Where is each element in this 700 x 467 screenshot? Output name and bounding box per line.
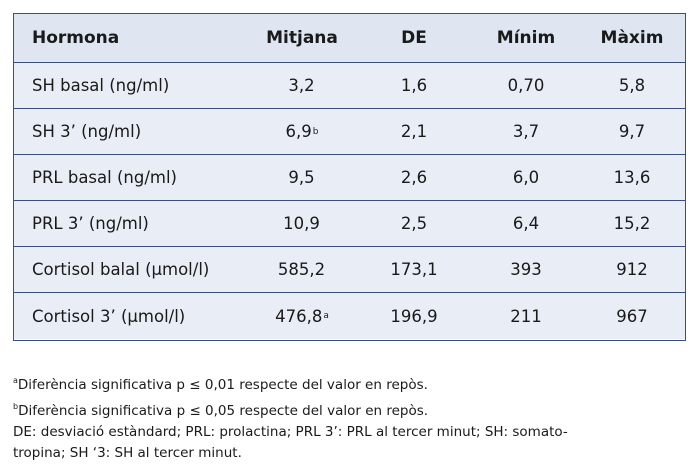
- footnote-a-text: Diferència significativa p ≤ 0,01 respec…: [17, 377, 428, 393]
- mean-number: 585,2: [277, 260, 326, 279]
- table-row: Cortisol 3’ (μmol/l) 476,8 a 196,9 211 96…: [14, 292, 685, 339]
- hormone-label: SH 3’ (ng/ml): [32, 122, 142, 141]
- max-value: 5,8: [618, 76, 646, 95]
- min-value: 6,0: [512, 168, 540, 187]
- table-footnotes: aDiferència significativa p ≤ 0,01 respe…: [13, 370, 688, 464]
- abbreviations-note-cont: tropina; SH ‘3: SH al tercer minut.: [13, 445, 242, 461]
- table-header-row: Hormona Mitjana DE Mínim Màxim: [14, 14, 685, 62]
- header-minim: Mínim: [496, 28, 556, 48]
- max-value: 15,2: [613, 214, 651, 233]
- header-mitjana: Mitjana: [266, 28, 338, 48]
- footnote-a-mark: a: [13, 376, 18, 385]
- mean-value: 9,5: [242, 155, 362, 200]
- mean-number: 6,9: [285, 122, 312, 141]
- table-row: SH 3’ (ng/ml) 6,9 b 2,1 3,7 9,7: [14, 108, 685, 154]
- table-row: PRL basal (ng/ml) 9,5 2,6 6,0 13,6: [14, 154, 685, 200]
- mean-value: 10,9: [242, 201, 362, 246]
- sd-value: 196,9: [390, 306, 438, 326]
- hormone-label: Cortisol balal (μmol/l): [32, 260, 210, 279]
- sd-value: 2,1: [400, 122, 428, 141]
- sd-value: 2,6: [400, 168, 428, 187]
- min-value: 211: [510, 306, 542, 326]
- max-value: 9,7: [618, 122, 646, 141]
- significance-mark: a: [323, 311, 329, 321]
- mean-number: 10,9: [283, 214, 320, 233]
- mean-value: 3,2: [242, 63, 362, 108]
- mean-value: 585,2: [242, 247, 362, 292]
- hormone-label: PRL basal (ng/ml): [32, 168, 177, 187]
- min-value: 3,7: [512, 122, 540, 141]
- footnote-b-text: Diferència significativa p ≤ 0,05 respec…: [18, 403, 429, 419]
- hormone-label: SH basal (ng/ml): [32, 76, 170, 95]
- sd-value: 1,6: [400, 76, 428, 95]
- max-value: 967: [616, 306, 648, 326]
- mean-number: 476,8: [275, 306, 323, 326]
- header-maxim: Màxim: [600, 28, 664, 48]
- min-value: 0,70: [507, 76, 545, 95]
- significance-mark: b: [312, 126, 319, 137]
- table-row: Cortisol balal (μmol/l) 585,2 173,1 393 …: [14, 246, 685, 292]
- max-value: 912: [616, 260, 648, 279]
- mean-value: 6,9 b: [242, 109, 362, 154]
- min-value: 393: [510, 260, 542, 279]
- mean-number: 3,2: [288, 76, 315, 95]
- hormone-table: Hormona Mitjana DE Mínim Màxim SH basal …: [13, 13, 686, 341]
- mean-value: 476,8 a: [242, 293, 362, 339]
- table-row: PRL 3’ (ng/ml) 10,9 2,5 6,4 15,2: [14, 200, 685, 246]
- mean-number: 9,5: [288, 168, 315, 187]
- sd-value: 2,5: [400, 214, 428, 233]
- hormone-label: Cortisol 3’ (μmol/l): [32, 306, 186, 326]
- footnote-b: bDiferència significativa p ≤ 0,05 respe…: [13, 396, 688, 422]
- header-de: DE: [401, 28, 427, 48]
- footnote-a: aDiferència significativa p ≤ 0,01 respe…: [13, 370, 688, 396]
- hormone-label: PRL 3’ (ng/ml): [32, 214, 149, 233]
- max-value: 13,6: [613, 168, 651, 187]
- footnote-b-mark: b: [13, 402, 19, 411]
- header-hormona: Hormona: [32, 28, 120, 48]
- table-row: SH basal (ng/ml) 3,2 1,6 0,70 5,8: [14, 62, 685, 108]
- min-value: 6,4: [512, 214, 540, 233]
- abbreviations-note: DE: desviació estàndard; PRL: prolactina…: [13, 424, 568, 440]
- sd-value: 173,1: [390, 260, 438, 279]
